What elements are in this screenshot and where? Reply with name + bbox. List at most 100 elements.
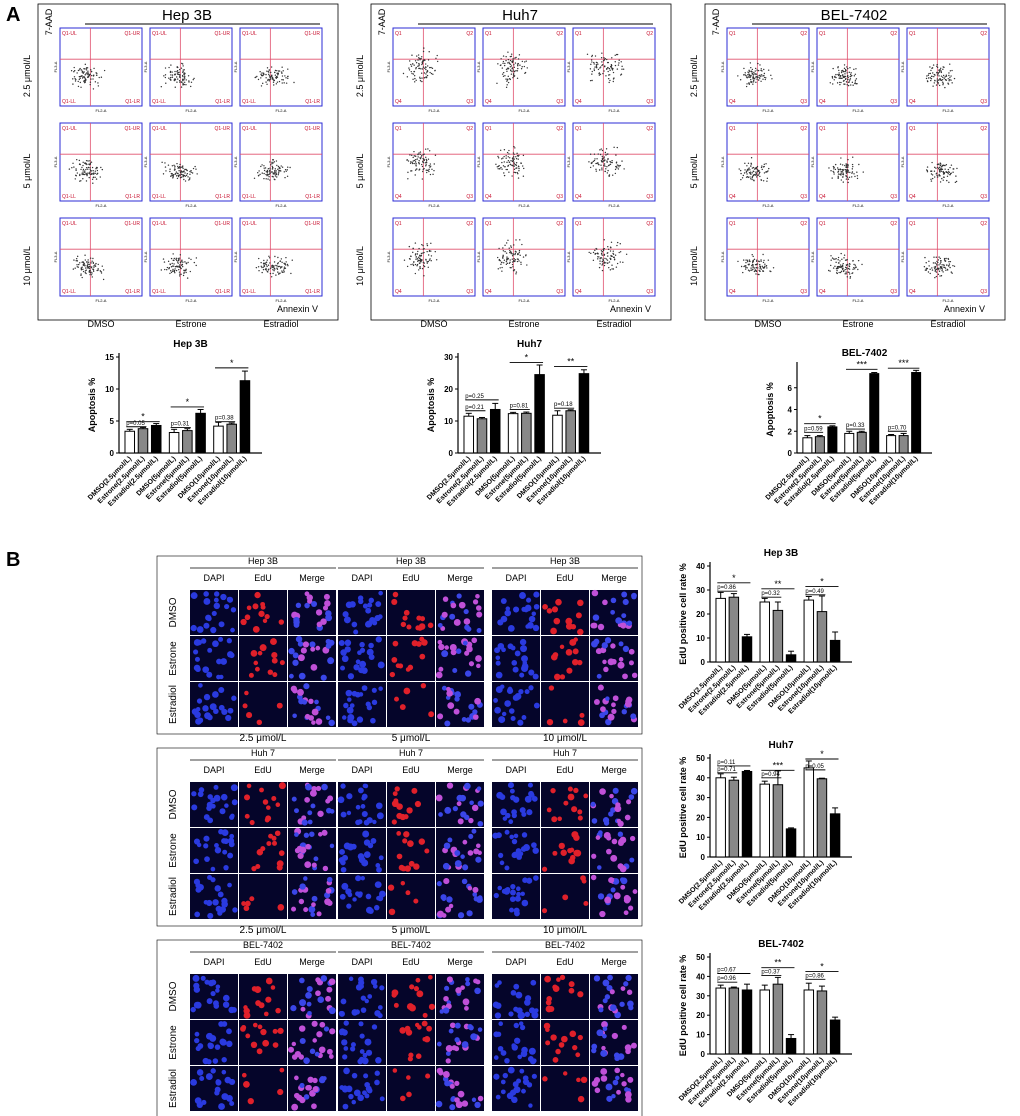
edu-block-title: Huh 7 <box>553 748 577 758</box>
bar <box>741 989 753 1055</box>
event-dot <box>590 162 593 164</box>
event-dot <box>604 58 606 60</box>
cell-spot <box>499 860 505 866</box>
event-dot <box>417 260 419 262</box>
significance-label: p=0.71 <box>717 767 736 773</box>
cell-spot <box>215 984 221 990</box>
event-dot <box>755 174 757 176</box>
cell-spot <box>346 706 354 714</box>
cell-spot <box>212 1058 219 1064</box>
event-dot <box>88 172 91 175</box>
event-dot <box>171 270 174 272</box>
event-dot <box>607 248 610 251</box>
cell-spot <box>621 613 627 619</box>
cell-spot <box>498 716 506 724</box>
event-dot <box>509 59 512 62</box>
event-dot <box>838 77 840 79</box>
cell-spot <box>507 782 515 789</box>
cell-spot <box>509 788 515 794</box>
event-dot <box>178 275 181 277</box>
event-dot <box>748 82 750 84</box>
event-dot <box>610 241 613 243</box>
event-dot <box>517 177 520 179</box>
cell-spot <box>519 1024 526 1031</box>
edu-concentration-label: 2.5 μmol/L <box>240 733 287 744</box>
cell-spot <box>314 1051 320 1057</box>
cell-spot <box>463 618 471 625</box>
event-dot <box>935 275 938 278</box>
cell-spot <box>389 671 396 678</box>
cell-spot <box>608 811 614 817</box>
event-dot <box>503 262 505 264</box>
event-dot <box>286 169 288 171</box>
event-dot <box>174 173 177 175</box>
event-dot <box>72 78 74 80</box>
event-dot <box>589 153 592 155</box>
event-dot <box>73 69 76 72</box>
event-dot <box>184 77 186 79</box>
bar <box>829 1019 841 1055</box>
event-dot <box>609 163 612 166</box>
flow-x-axis-name: FL2-A <box>609 108 620 113</box>
event-dot <box>856 177 859 180</box>
event-dot <box>293 81 295 84</box>
event-dot <box>73 76 76 78</box>
cell-spot <box>226 1028 232 1035</box>
event-dot <box>936 267 939 270</box>
cell-spot <box>621 591 628 598</box>
event-dot <box>936 174 938 177</box>
cell-spot <box>477 820 484 827</box>
cell-spot <box>591 818 598 824</box>
event-dot <box>96 74 98 76</box>
cell-spot <box>494 1012 502 1019</box>
event-dot <box>87 75 89 77</box>
event-dot <box>85 69 88 71</box>
event-dot <box>263 264 265 266</box>
flow-plot-frame <box>392 122 476 202</box>
event-dot <box>419 80 422 82</box>
cell-spot <box>438 666 444 672</box>
event-dot <box>97 263 99 266</box>
cell-spot <box>521 1088 526 1094</box>
event-dot <box>755 269 757 272</box>
event-dot <box>511 61 514 64</box>
event-dot <box>185 262 188 265</box>
cell-spot <box>219 674 224 680</box>
cell-spot <box>553 673 561 681</box>
cell-spot <box>260 604 266 610</box>
event-dot <box>607 246 609 248</box>
event-dot <box>269 76 271 78</box>
event-dot <box>418 269 420 271</box>
bar <box>759 989 770 1055</box>
event-dot <box>854 82 856 85</box>
event-dot <box>278 272 280 275</box>
event-dot <box>604 170 606 173</box>
flow-y-axis-name: FL3-A <box>386 61 391 72</box>
event-dot <box>72 83 74 85</box>
quadrant-label: Q1-LR <box>215 194 230 200</box>
event-dot <box>275 173 277 176</box>
event-dot <box>91 276 93 278</box>
cell-spot <box>217 910 223 916</box>
cell-spot <box>465 977 470 982</box>
cell-spot <box>396 812 403 820</box>
y-tick-label: 20 <box>696 813 705 822</box>
event-dot <box>743 67 745 70</box>
cell-spot <box>463 609 469 615</box>
event-dot <box>844 259 847 261</box>
cell-spot <box>508 819 514 825</box>
flow-x-axis-name: FL2-A <box>519 298 530 303</box>
cell-spot <box>407 1056 413 1062</box>
cell-spot <box>527 782 533 788</box>
cell-spot <box>607 974 613 981</box>
event-dot <box>513 163 515 165</box>
quadrant-label: Q4 <box>729 289 736 295</box>
cell-spot <box>337 796 345 804</box>
event-dot <box>607 252 609 254</box>
event-dot <box>765 163 767 165</box>
event-dot <box>934 79 936 82</box>
quadrant-label: Q1-LL <box>152 99 166 105</box>
cell-spot <box>227 882 232 888</box>
